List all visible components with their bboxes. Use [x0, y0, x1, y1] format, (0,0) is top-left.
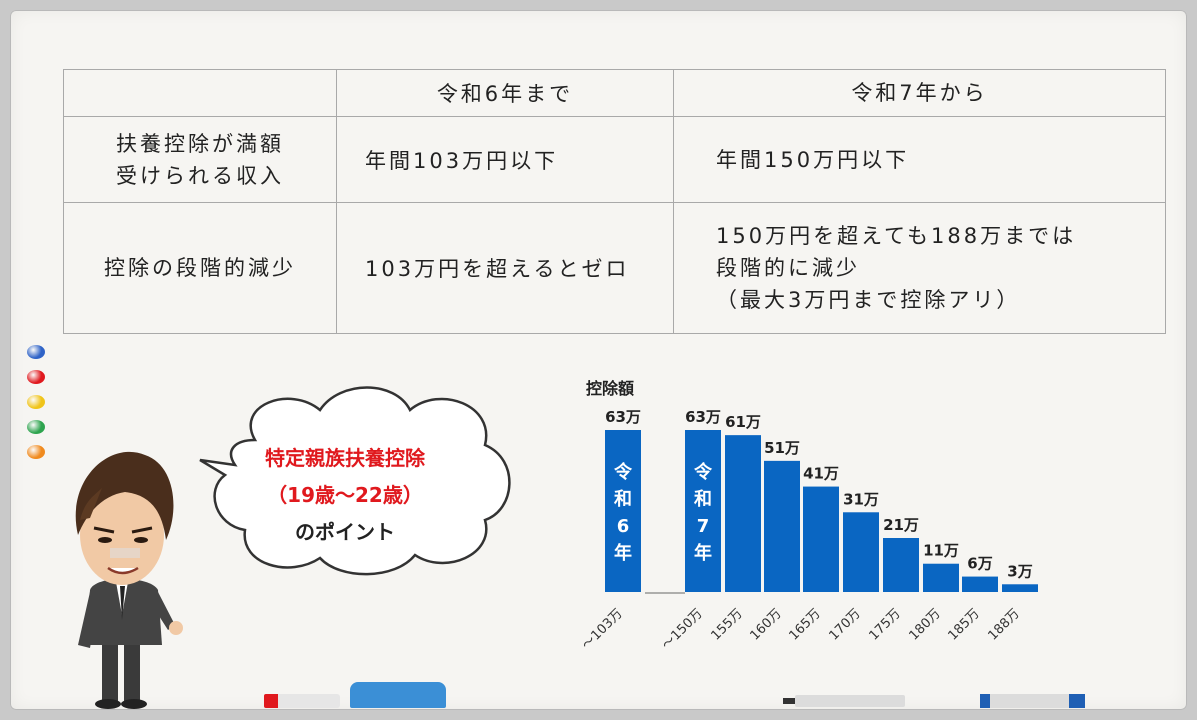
- row-value-line: （最大3万円まで控除アリ）: [716, 288, 1021, 312]
- row-value-after: 150万円を超えても188万までは 段階的に減少 （最大3万円まで控除アリ）: [673, 202, 1166, 334]
- chart-data-label: 6万: [967, 555, 992, 573]
- chart-data-label: 63万: [605, 408, 641, 426]
- row-value-before: 年間103万円以下: [336, 116, 674, 203]
- header-cell-reiwa6: 令和6年まで: [336, 69, 674, 117]
- bubble-footer: のポイント: [295, 520, 395, 544]
- blue-pen: [980, 694, 1085, 708]
- deduction-bar-chart: 控除額 63万～103万令和6年63万～150万令和7年61万155万51万16…: [579, 379, 1038, 653]
- bar-inner-text: 令: [613, 461, 633, 483]
- table-row: 控除の段階的減少 103万円を超えるとゼロ 150万円を超えても188万までは …: [63, 202, 1166, 334]
- bar-inner-text: 令: [693, 461, 713, 483]
- comparison-table: 令和6年まで 令和7年から 扶養控除が満額 受けられる収入 年間103万円以下 …: [63, 69, 1166, 334]
- chart-bar: [803, 486, 839, 592]
- speech-bubble: [199, 386, 511, 576]
- chart-tick-label: 185万: [945, 606, 982, 643]
- bar-inner-text: 和: [614, 489, 632, 510]
- row-value-after: 年間150万円以下: [673, 116, 1166, 203]
- chart-bar: [883, 538, 919, 592]
- table-row: 扶養控除が満額 受けられる収入 年間103万円以下 年間150万円以下: [63, 116, 1166, 203]
- row-value-line: 段階的に減少: [716, 256, 860, 280]
- chart-tick-label: 170万: [826, 606, 863, 643]
- chart-data-label: 21万: [883, 516, 919, 534]
- bar-inner-text: 和: [694, 489, 712, 510]
- chart-data-label: 11万: [923, 542, 959, 560]
- row-label: 控除の段階的減少: [63, 202, 337, 334]
- marker-dot: [27, 445, 45, 459]
- row-label-line: 受けられる収入: [116, 163, 284, 188]
- chart-tick-label: 160万: [747, 606, 784, 643]
- eraser: [350, 682, 446, 708]
- red-marker: [264, 694, 340, 708]
- chart-bar: [843, 512, 879, 592]
- row-label-line: 扶養控除が満額: [116, 131, 284, 156]
- chart-data-label: 41万: [803, 465, 839, 483]
- chart-ylabel: 控除額: [586, 379, 634, 398]
- bar-inner-text: 年: [694, 542, 712, 564]
- marker-dot: [27, 420, 45, 434]
- bar-inner-text: 6: [617, 516, 630, 537]
- chart-bar: [725, 435, 761, 592]
- chart-data-label: 63万: [685, 408, 721, 426]
- chart-tick-label: ～150万: [659, 606, 706, 653]
- row-value-before: 103万円を超えるとゼロ: [336, 202, 674, 334]
- chart-bar: [764, 460, 800, 592]
- chart-bar: [685, 430, 721, 592]
- bubble-text: 特定親族扶養控除 （19歳～22歳） のポイント: [195, 440, 495, 551]
- chart-tick-label: ～103万: [579, 606, 626, 653]
- chart-bar: [605, 430, 641, 592]
- chart-tick-label: 165万: [786, 606, 823, 643]
- chart-tick-label: 180万: [906, 606, 943, 643]
- header-cell-empty: [63, 69, 337, 117]
- chart-bar: [962, 576, 998, 592]
- chart-data-label: 31万: [843, 490, 879, 508]
- bar-inner-text: 年: [614, 542, 632, 564]
- chart-tick-label: 188万: [985, 606, 1022, 643]
- chart-tick-label: 155万: [708, 606, 745, 643]
- chart-data-label: 3万: [1007, 562, 1032, 580]
- row-label: 扶養控除が満額 受けられる収入: [63, 116, 337, 203]
- black-pen: [783, 695, 905, 707]
- table-header-row: 令和6年まで 令和7年から: [63, 69, 1166, 117]
- bubble-title: 特定親族扶養控除: [265, 446, 425, 470]
- row-value-line: 150万円を超えても188万までは: [716, 224, 1077, 248]
- chart-tick-label: 175万: [866, 606, 903, 643]
- header-cell-reiwa7: 令和7年から: [673, 69, 1166, 117]
- chart-bar: [923, 563, 959, 592]
- character-illustration: [75, 451, 183, 709]
- marker-dot: [27, 345, 45, 359]
- marker-dot: [27, 395, 45, 409]
- chart-data-label: 61万: [725, 413, 761, 431]
- bubble-subtitle: （19歳～22歳）: [267, 483, 423, 507]
- bar-inner-text: 7: [697, 516, 710, 537]
- marker-dot: [27, 370, 45, 384]
- chart-bar: [1002, 584, 1038, 592]
- chart-data-label: 51万: [764, 439, 800, 457]
